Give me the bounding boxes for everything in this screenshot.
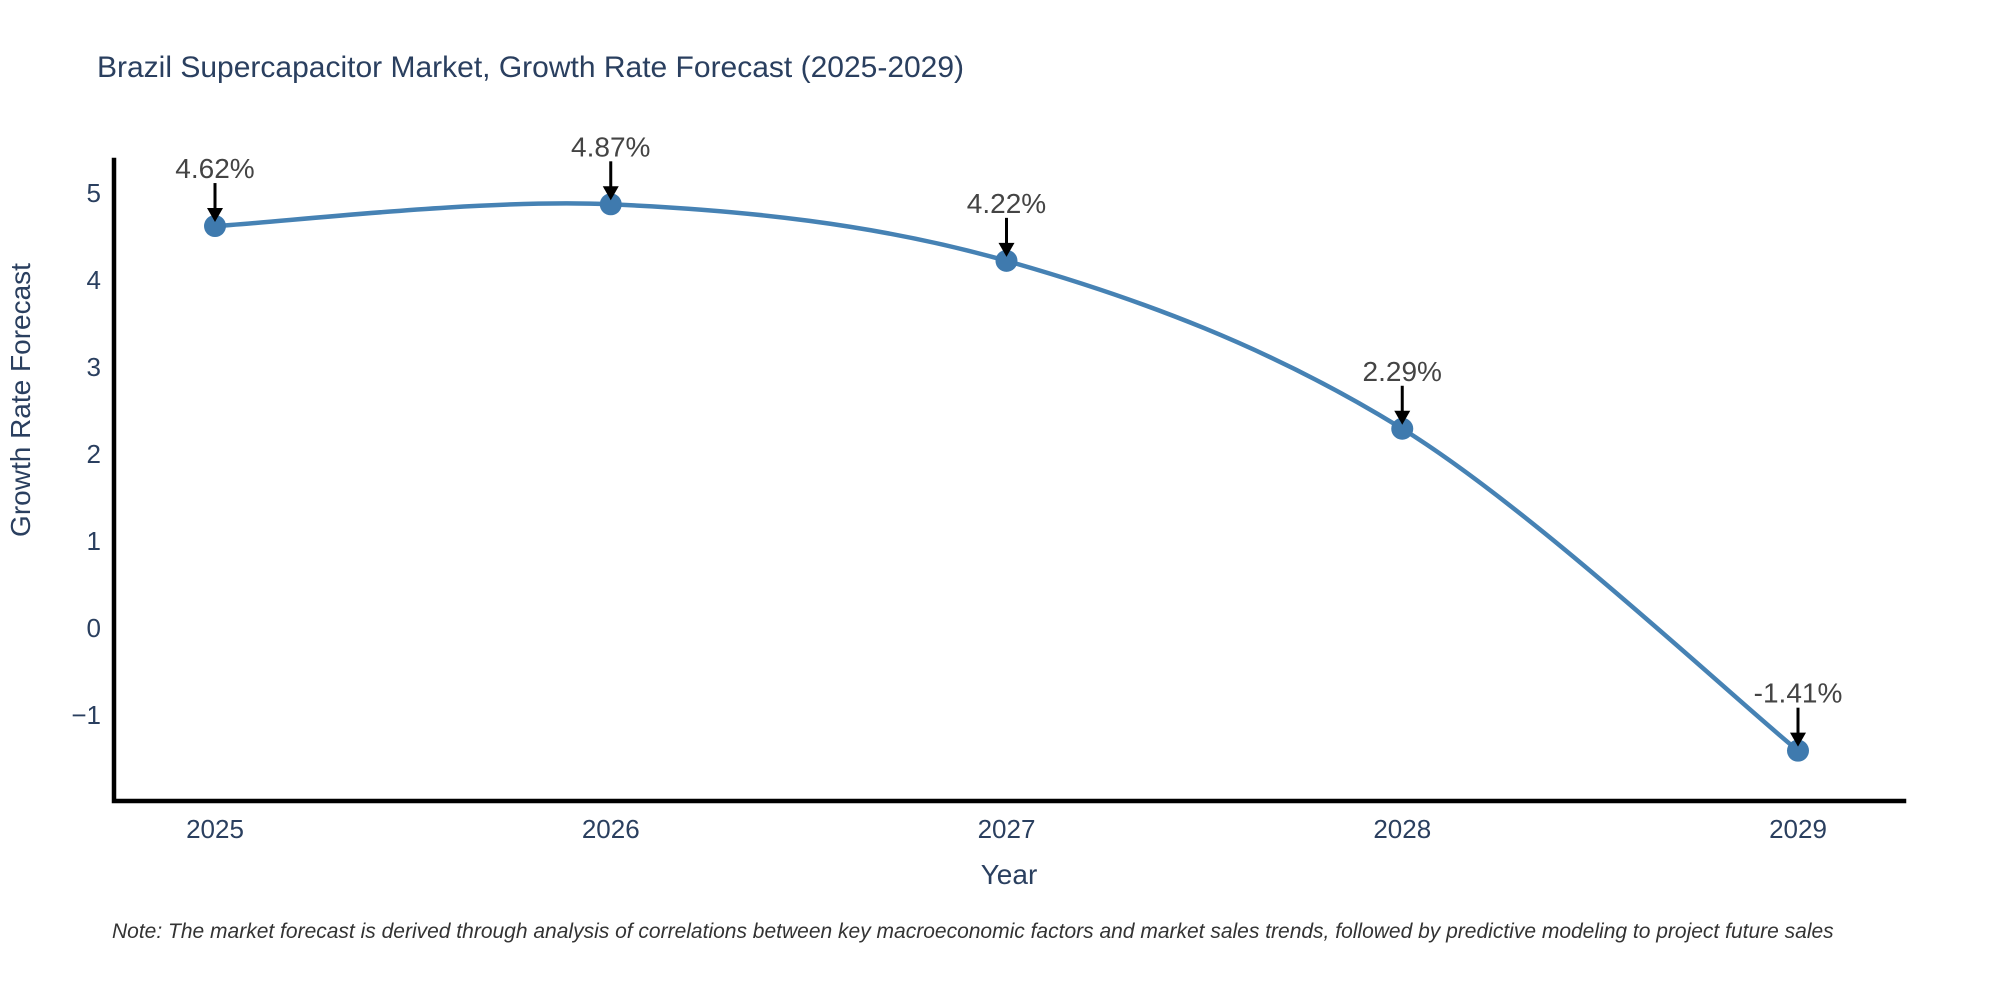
annotation-arrow-head-icon: [602, 186, 619, 201]
data-point-marker: [599, 193, 622, 216]
y-tick-label: 4: [87, 265, 101, 295]
annotation-arrow-head-icon: [1394, 410, 1411, 425]
x-tick-label: 2027: [978, 814, 1036, 844]
growth-rate-series-line: [212, 201, 1801, 753]
data-point-label: -1.41%: [1754, 678, 1843, 709]
x-tick-label: 2029: [1769, 814, 1827, 844]
data-point-label: 4.22%: [967, 188, 1046, 219]
annotation-arrow-head-icon: [998, 242, 1015, 257]
x-tick-label: 2028: [1373, 814, 1431, 844]
x-axis-title: Year: [981, 859, 1038, 890]
y-tick-label: 3: [87, 352, 101, 382]
y-tick-label: 0: [87, 613, 101, 643]
x-tick-label: 2026: [582, 814, 640, 844]
x-tick-label: 2025: [186, 814, 244, 844]
y-tick-label: 1: [87, 526, 101, 556]
chart-title: Brazil Supercapacitor Market, Growth Rat…: [97, 51, 964, 84]
data-point-marker: [995, 249, 1018, 272]
data-point-marker: [204, 215, 226, 238]
data-point-marker: [1787, 739, 1809, 762]
y-tick-label: 5: [87, 178, 101, 208]
data-point-marker: [1391, 417, 1414, 440]
data-point-label: 4.87%: [571, 131, 650, 162]
y-tick-label: 2: [87, 439, 101, 469]
footnote: Note: The market forecast is derived thr…: [112, 920, 1834, 943]
axis-lines: [111, 157, 1907, 804]
annotation-arrow-head-icon: [1790, 732, 1806, 747]
y-tick-label: −1: [71, 700, 101, 730]
annotation-arrow-head-icon: [207, 208, 223, 223]
data-point-label: 4.62%: [175, 153, 254, 184]
data-point-label: 2.29%: [1363, 356, 1442, 387]
plot-area: 5 4 3 2 1 0 −1 2025 2026 2027 2028 2029 4.62% 4.87% 4.…: [71, 131, 1907, 844]
y-axis-title: Growth Rate Forecast: [5, 263, 36, 537]
